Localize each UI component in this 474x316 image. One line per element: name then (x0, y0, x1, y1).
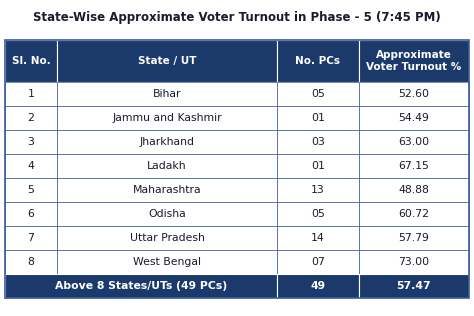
Text: 13: 13 (311, 185, 325, 195)
Text: 5: 5 (27, 185, 35, 195)
Text: Ladakh: Ladakh (147, 161, 187, 171)
Bar (359, 106, 469, 130)
Bar (277, 130, 359, 154)
Bar (277, 178, 359, 202)
Bar (277, 40, 359, 82)
Bar (5, 202, 57, 226)
Bar (57, 82, 277, 106)
Text: Approximate
Voter Turnout %: Approximate Voter Turnout % (366, 50, 462, 72)
Bar (5, 250, 57, 274)
Text: 57.47: 57.47 (397, 281, 431, 291)
Text: Bihar: Bihar (153, 89, 181, 99)
Text: 4: 4 (27, 161, 35, 171)
Text: 2: 2 (27, 113, 35, 123)
Text: 52.60: 52.60 (399, 89, 429, 99)
Bar (359, 274, 469, 298)
Text: 6: 6 (27, 209, 35, 219)
Text: 1: 1 (27, 89, 35, 99)
Bar (277, 202, 359, 226)
Bar (57, 250, 277, 274)
Bar (277, 82, 359, 106)
Bar (5, 106, 57, 130)
Text: Odisha: Odisha (148, 209, 186, 219)
Bar (5, 274, 277, 298)
Text: 8: 8 (27, 257, 35, 267)
Text: No. PCs: No. PCs (295, 56, 340, 66)
Text: 7: 7 (27, 233, 35, 243)
Bar (5, 40, 469, 298)
Bar (277, 106, 359, 130)
Text: Jammu and Kashmir: Jammu and Kashmir (112, 113, 222, 123)
Text: 67.15: 67.15 (399, 161, 429, 171)
Text: 05: 05 (311, 89, 325, 99)
Text: Sl. No.: Sl. No. (12, 56, 50, 66)
Bar (57, 226, 277, 250)
Text: State / UT: State / UT (138, 56, 196, 66)
Bar (277, 250, 359, 274)
Bar (359, 130, 469, 154)
Text: 3: 3 (27, 137, 35, 147)
Text: State-Wise Approximate Voter Turnout in Phase - 5 (7:45 PM): State-Wise Approximate Voter Turnout in … (33, 11, 441, 25)
Text: 49: 49 (310, 281, 326, 291)
Bar (57, 130, 277, 154)
Text: 63.00: 63.00 (399, 137, 429, 147)
Text: 05: 05 (311, 209, 325, 219)
Bar (57, 154, 277, 178)
Bar (5, 82, 57, 106)
Text: Above 8 States/UTs (49 PCs): Above 8 States/UTs (49 PCs) (55, 281, 227, 291)
Text: Uttar Pradesh: Uttar Pradesh (129, 233, 204, 243)
Bar (57, 106, 277, 130)
Bar (359, 202, 469, 226)
Bar (359, 178, 469, 202)
Bar (359, 226, 469, 250)
Bar (57, 202, 277, 226)
Text: 14: 14 (311, 233, 325, 243)
Text: 07: 07 (311, 257, 325, 267)
Text: West Bengal: West Bengal (133, 257, 201, 267)
Text: Jharkhand: Jharkhand (139, 137, 194, 147)
Bar (5, 154, 57, 178)
Text: 60.72: 60.72 (399, 209, 429, 219)
Bar (277, 226, 359, 250)
Bar (5, 40, 57, 82)
Text: 57.79: 57.79 (399, 233, 429, 243)
Bar (359, 82, 469, 106)
Text: 03: 03 (311, 137, 325, 147)
Text: 54.49: 54.49 (399, 113, 429, 123)
Text: 01: 01 (311, 113, 325, 123)
Bar (57, 178, 277, 202)
Text: Maharashtra: Maharashtra (133, 185, 201, 195)
Text: 01: 01 (311, 161, 325, 171)
Bar (277, 274, 359, 298)
Text: 73.00: 73.00 (399, 257, 429, 267)
Bar (359, 40, 469, 82)
Bar (359, 250, 469, 274)
Bar (5, 130, 57, 154)
Bar (277, 154, 359, 178)
Bar (5, 178, 57, 202)
Bar (57, 40, 277, 82)
Text: 48.88: 48.88 (399, 185, 429, 195)
Bar (359, 154, 469, 178)
Bar (5, 226, 57, 250)
